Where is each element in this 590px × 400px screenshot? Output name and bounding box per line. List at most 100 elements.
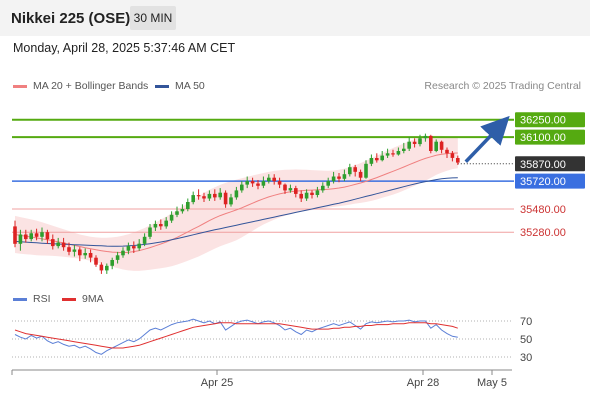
rsi-panel: 70 50 30 [12,316,532,364]
rsi-legend-label: RSI [33,293,51,305]
candle [348,163,352,177]
legend-rsi: RSI [13,293,51,305]
candle [132,241,136,253]
price-label-35720.00: 35720.00 [515,173,585,189]
price-label-35870.00: 35870.00 [515,156,585,172]
price-label-text: 35870.00 [520,159,566,171]
candle-body [337,176,341,179]
candle-body [218,192,222,198]
timeframe-button[interactable]: 30 MIN [130,6,176,30]
candle [423,133,428,142]
rsi-ma-legend-label: 9MA [82,293,104,305]
candle [159,219,163,230]
candle [326,177,330,189]
candle [331,171,336,184]
candle-body [380,155,384,161]
price-label-text: 35720.00 [520,176,566,188]
ma50-line [14,177,458,247]
candle [121,247,125,258]
candle-body [240,184,244,191]
candle [94,255,98,267]
price-label-35280.00: 35280.00 [520,227,566,239]
candle-body [159,224,163,227]
candle-body [18,234,23,244]
candle [229,193,233,207]
candle [240,181,244,193]
timestamp: Monday, April 28, 2025 5:37:46 AM CET [13,41,236,55]
candle-body [353,167,357,172]
candle-body [186,202,190,209]
candle [153,220,158,231]
candle-body [99,264,104,271]
candle [67,242,71,256]
ma20-swatch [13,84,27,88]
price-label-box [515,173,585,189]
candle [380,151,384,162]
candle-body [148,227,152,237]
candle-body [137,243,141,249]
candle [223,190,228,208]
price-label-text: 36250.00 [520,115,566,127]
candle [304,189,309,201]
candle [445,147,449,158]
candle [51,234,55,250]
legend-9ma: 9MA [62,293,104,305]
candle-body [13,226,17,244]
candle [250,177,255,187]
candle-body [180,209,185,212]
candle-body [456,158,460,163]
candle-body [175,211,179,215]
candle-body [445,149,449,154]
candle-body [261,181,266,186]
candle [267,174,271,184]
legend-ma50: MA 50 [155,80,205,92]
ma20-legend-label: MA 20 + Bollinger Bands [33,80,149,92]
candle-body [385,153,390,156]
candle [196,189,201,200]
candle-body [153,224,158,228]
candle [358,169,363,182]
candle-body [434,141,438,151]
candle [234,186,239,200]
candle-body [196,195,201,197]
candle-body [310,192,314,195]
candle-body [375,158,379,161]
candle [45,229,50,244]
candle-body [358,171,363,178]
candle-body [256,183,260,186]
candle [142,233,147,247]
candle-body [88,253,93,258]
candle [369,154,374,167]
candle-body [234,190,239,198]
candle [407,137,411,151]
candle-body [402,148,406,151]
candles-layer [13,133,460,274]
instrument-title: Nikkei 225 (OSE) [11,10,131,27]
candle [342,169,347,182]
candle [261,176,266,189]
candle-body [321,185,325,191]
rsi-swatch [13,297,27,301]
forecast-arrow [464,115,510,163]
candle-body [164,220,168,227]
price-label-text: 35480.00 [520,204,566,216]
candle [175,206,179,218]
candle [88,249,93,263]
ma20-line [14,152,458,254]
candle [126,242,131,255]
price-label-36100.00: 36100.00 [515,129,585,145]
candle [412,138,417,148]
candle-body [40,232,44,237]
candle [385,148,390,158]
bollinger-band [15,135,458,271]
candle-body [412,141,417,144]
candle [191,191,195,205]
price-labels-layer: 36250.00 36100.00 35870.00 35720.00 35480.00… [515,112,585,239]
candle [29,229,33,242]
candle-body [299,193,303,199]
candle-body [142,236,147,244]
candle [13,220,17,248]
rsi-line [14,318,458,355]
price-label-box [515,112,585,128]
